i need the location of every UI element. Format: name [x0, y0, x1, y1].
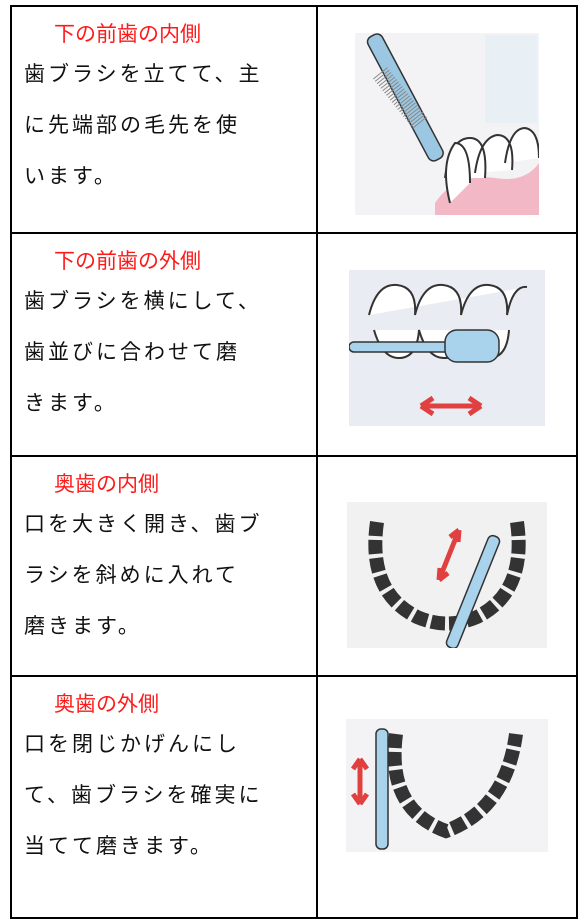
- table-row: 奥歯の外側 口を閉じかげんにし て、歯ブラシを確実に 当てて磨きます。: [10, 675, 578, 919]
- text-cell: 下の前歯の外側 歯ブラシを横にして、 歯並びに合わせて磨 きます。: [10, 232, 318, 457]
- heading: 奥歯の外側: [54, 692, 159, 716]
- heading: 下の前歯の内側: [54, 22, 201, 46]
- body-line: て、歯ブラシを確実に: [24, 783, 263, 807]
- body-line: きます。: [24, 391, 118, 415]
- illustration: [349, 270, 545, 426]
- heading: 奥歯の内側: [54, 472, 159, 496]
- table-row: 下の前歯の外側 歯ブラシを横にして、 歯並びに合わせて磨 きます。: [10, 232, 578, 457]
- text-cell: 奥歯の外側 口を閉じかげんにし て、歯ブラシを確実に 当てて磨きます。: [10, 675, 318, 919]
- heading: 下の前歯の外側: [54, 249, 201, 273]
- body-line: に先端部の毛先を使: [24, 113, 240, 137]
- body-line: 当てて磨きます。: [24, 834, 214, 858]
- table-row: 奥歯の内側 口を大きく開き、歯ブ ラシを斜めに入れて 磨きます。: [10, 455, 578, 677]
- body-line: 磨きます。: [24, 614, 142, 638]
- body-line: 口を閉じかげんにし: [24, 732, 240, 756]
- body-line: ラシを斜めに入れて: [24, 563, 239, 587]
- body-line: 歯並びに合わせて磨: [24, 340, 240, 364]
- body-line: 歯ブラシを横にして、: [24, 289, 262, 313]
- text-cell: 下の前歯の内側 歯ブラシを立てて、主 に先端部の毛先を使 います。: [10, 5, 318, 234]
- image-cell: [316, 455, 578, 677]
- illustration: [355, 33, 539, 215]
- page: 下の前歯の内側 歯ブラシを立てて、主 に先端部の毛先を使 います。 下の前歯の外…: [10, 5, 578, 919]
- body-line: います。: [24, 164, 118, 188]
- text-cell: 奥歯の内側 口を大きく開き、歯ブ ラシを斜めに入れて 磨きます。: [10, 455, 318, 677]
- guide-table: 下の前歯の内側 歯ブラシを立てて、主 に先端部の毛先を使 います。 下の前歯の外…: [10, 5, 578, 919]
- illustration: [346, 719, 548, 852]
- illustration: [347, 502, 547, 648]
- image-cell: [316, 232, 578, 457]
- image-cell: [316, 5, 578, 234]
- body-line: 口を大きく開き、歯ブ: [24, 512, 263, 536]
- table-row: 下の前歯の内側 歯ブラシを立てて、主 に先端部の毛先を使 います。: [10, 5, 578, 234]
- image-cell: [316, 675, 578, 919]
- body-line: 歯ブラシを立てて、主: [24, 62, 263, 86]
